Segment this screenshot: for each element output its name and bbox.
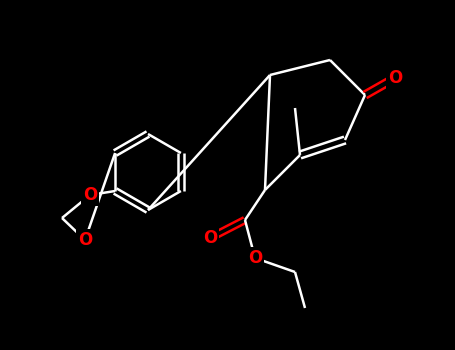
Text: O: O [203, 229, 217, 247]
Text: O: O [78, 231, 92, 249]
Text: O: O [388, 69, 402, 87]
Text: O: O [248, 249, 262, 267]
Text: O: O [83, 186, 97, 204]
